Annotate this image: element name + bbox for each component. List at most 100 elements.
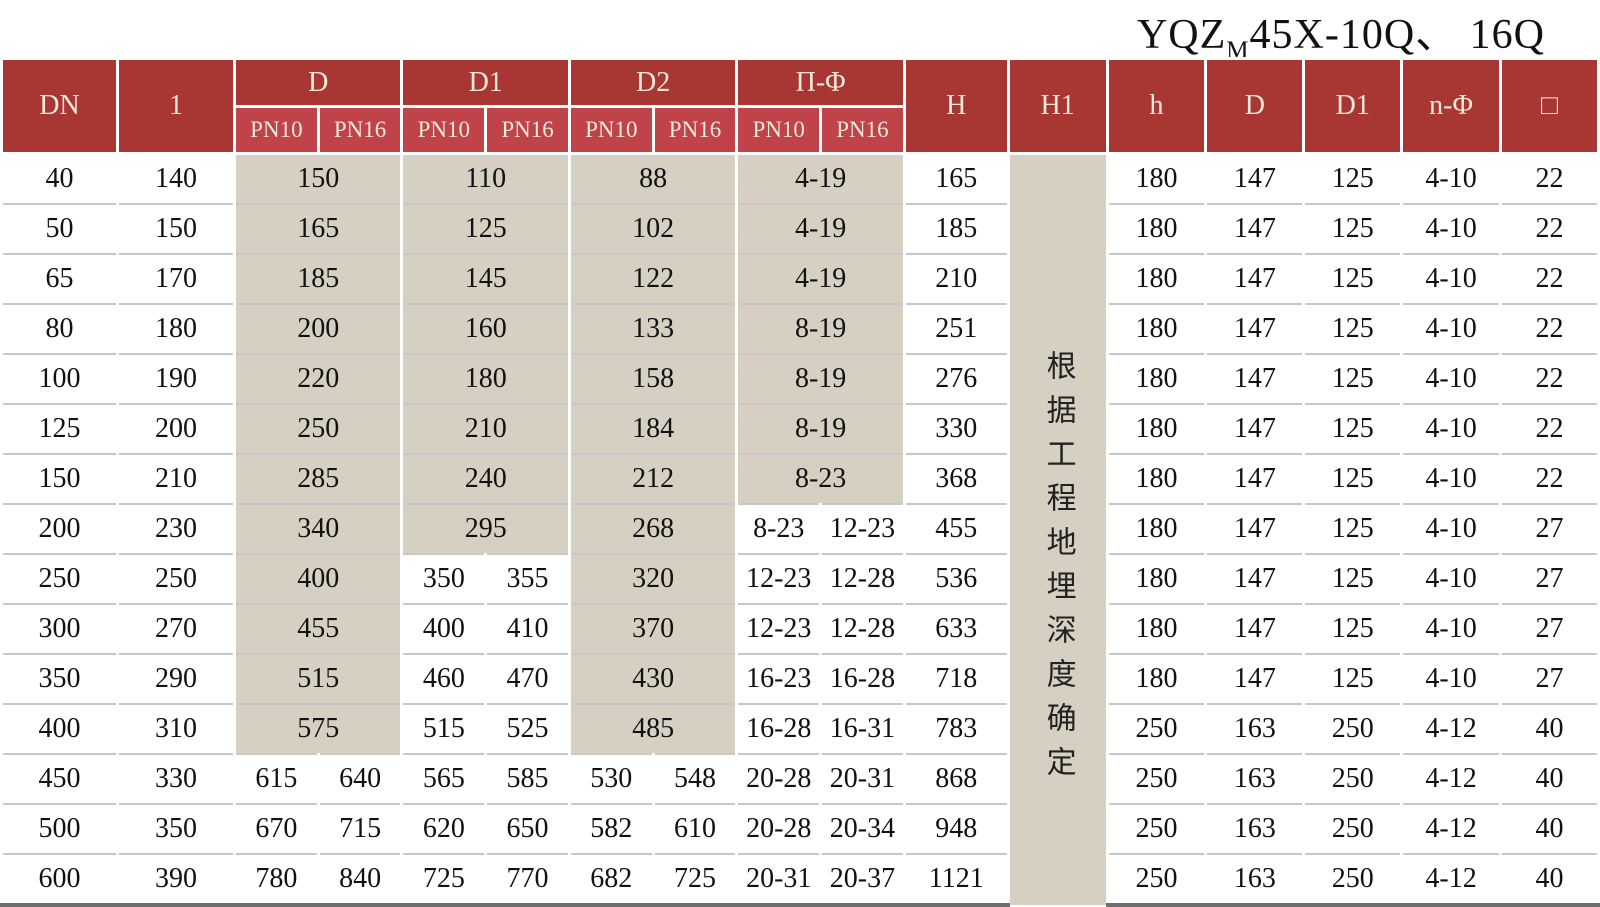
cell-n-phi: 4-10: [1400, 603, 1502, 654]
cell-D1-pn16: 470: [484, 653, 571, 704]
cell-l: 250: [115, 553, 237, 604]
cell-D2-pn10: 682: [567, 853, 655, 907]
cell-D1-pn10: 725: [400, 853, 488, 907]
table-row: 500 350 670 715 620 650 582 610 20-28 20-34 948 250…: [0, 803, 1600, 854]
cell-dn: 350: [0, 653, 119, 704]
cell-D1-right: 125: [1302, 203, 1404, 254]
cell-l: 330: [115, 753, 237, 804]
cell-H: 718: [902, 653, 1010, 704]
cell-h: 180: [1105, 553, 1208, 604]
header-square: □: [1499, 57, 1600, 155]
cell-D1-merged: 110: [400, 152, 571, 204]
cell-dn: 200: [0, 503, 119, 554]
cell-l: 270: [115, 603, 237, 654]
cell-n-phi: 4-12: [1400, 853, 1502, 907]
cell-H: 251: [902, 303, 1010, 354]
cell-n-phi: 4-10: [1400, 503, 1502, 554]
header-D-right: D: [1204, 57, 1306, 155]
cell-D2-pn16: 610: [651, 803, 739, 854]
cell-square: 40: [1499, 853, 1600, 907]
cell-D2-pn10: 530: [567, 753, 655, 804]
cell-PF-merged: 8-19: [735, 303, 906, 354]
cell-square: 27: [1499, 503, 1600, 554]
cell-n-phi: 4-10: [1400, 353, 1502, 404]
cell-D1-merged: 180: [400, 353, 571, 404]
cell-h: 180: [1105, 303, 1208, 354]
table-row: 600 390 780 840 725 770 682 725 20-31 20-37 1121 25…: [0, 853, 1600, 907]
cell-square: 22: [1499, 453, 1600, 504]
cell-square: 22: [1499, 152, 1600, 204]
header-D: D: [233, 57, 404, 108]
cell-D2-merged: 122: [567, 253, 739, 304]
cell-PF-pn10: 8-23: [735, 503, 823, 554]
cell-h: 180: [1105, 203, 1208, 254]
table-row: 450 330 615 640 565 585 530 548 20-28 20-31 868 250…: [0, 753, 1600, 804]
header-D2-pn10: PN10: [567, 105, 655, 155]
cell-D1-merged: 295: [400, 503, 571, 554]
cell-D2-merged: 184: [567, 403, 739, 454]
cell-D1-right: 250: [1302, 703, 1404, 754]
cell-D-merged: 150: [233, 152, 404, 204]
cell-D-merged: 165: [233, 203, 404, 254]
header-l: 1: [115, 57, 237, 155]
cell-D2-merged: 102: [567, 203, 739, 254]
cell-PF-merged: 8-19: [735, 403, 906, 454]
cell-D1-merged: 145: [400, 253, 571, 304]
cell-D1-merged: 240: [400, 453, 571, 504]
cell-D-pn16: 715: [316, 803, 404, 854]
header-PF-pn10: PN10: [735, 105, 823, 155]
cell-h: 250: [1105, 803, 1208, 854]
cell-D-right: 147: [1204, 653, 1306, 704]
cell-D1-pn16: 770: [484, 853, 571, 907]
cell-D1-pn10: 620: [400, 803, 488, 854]
cell-dn: 100: [0, 353, 119, 404]
cell-D-right: 147: [1204, 152, 1306, 204]
cell-D2-merged: 88: [567, 152, 739, 204]
cell-D1-pn16: 650: [484, 803, 571, 854]
cell-D-merged: 285: [233, 453, 404, 504]
cell-square: 22: [1499, 253, 1600, 304]
cell-D-right: 147: [1204, 203, 1306, 254]
header-H1: H1: [1006, 57, 1109, 155]
title-subscript: M: [1226, 37, 1250, 64]
cell-PF-pn10: 12-23: [735, 603, 823, 654]
cell-D1-right: 125: [1302, 553, 1404, 604]
cell-H: 276: [902, 353, 1010, 404]
cell-D-merged: 185: [233, 253, 404, 304]
cell-square: 40: [1499, 753, 1600, 804]
cell-dn: 500: [0, 803, 119, 854]
cell-l: 210: [115, 453, 237, 504]
cell-D1-right: 125: [1302, 353, 1404, 404]
cell-D-right: 147: [1204, 603, 1306, 654]
cell-H1-note: 根据工程地埋深度确定: [1006, 152, 1109, 905]
cell-h: 180: [1105, 353, 1208, 404]
header-DN: DN: [0, 57, 119, 155]
cell-H: 210: [902, 253, 1010, 304]
cell-D-right: 163: [1204, 803, 1306, 854]
cell-dn: 600: [0, 853, 119, 907]
cell-PF-pn16: 12-23: [819, 503, 906, 554]
cell-dn: 125: [0, 403, 119, 454]
cell-l: 350: [115, 803, 237, 854]
cell-PF-pn10: 20-28: [735, 753, 823, 804]
spec-table: DN 1 D D1 D2 Π-Φ H H1 h D D1 n-Φ □ PN10 …: [0, 57, 1600, 907]
cell-PF-pn16: 12-28: [819, 603, 906, 654]
cell-D-merged: 340: [233, 503, 404, 554]
header-D2-pn16: PN16: [651, 105, 739, 155]
cell-n-phi: 4-10: [1400, 553, 1502, 604]
table-row: 80 180 200 160 133 8-19 251 180 147 125 4-10 22: [0, 303, 1600, 354]
cell-square: 27: [1499, 653, 1600, 704]
cell-D-merged: 515: [233, 653, 404, 704]
cell-l: 310: [115, 703, 237, 754]
cell-H: 330: [902, 403, 1010, 454]
cell-H: 185: [902, 203, 1010, 254]
cell-D1-merged: 125: [400, 203, 571, 254]
page-title: YQZM45X-10Q、 16Q: [1137, 0, 1545, 64]
header-PF-pn16: PN16: [819, 105, 906, 155]
cell-D1-pn10: 400: [400, 603, 488, 654]
cell-D1-pn16: 410: [484, 603, 571, 654]
cell-D1-pn16: 355: [484, 553, 571, 604]
cell-PF-pn16: 20-37: [819, 853, 906, 907]
cell-n-phi: 4-10: [1400, 152, 1502, 204]
